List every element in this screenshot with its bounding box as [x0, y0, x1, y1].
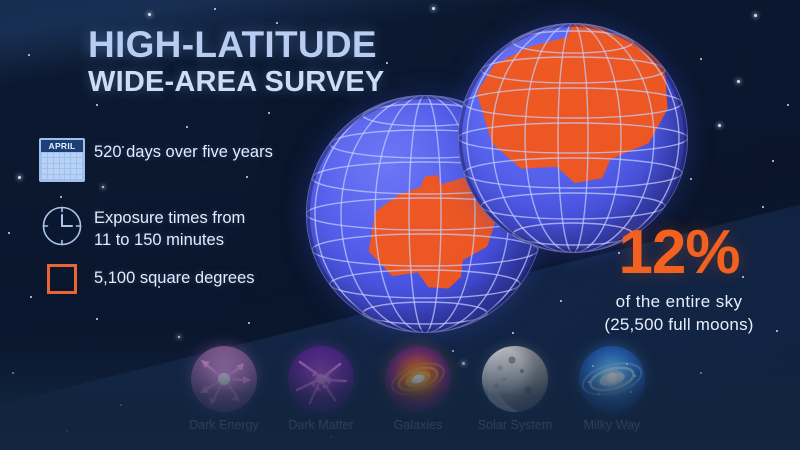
dark-matter-orb-icon [288, 346, 354, 412]
science-theme-label: Dark Matter [288, 418, 354, 432]
square-outline-icon [30, 263, 94, 294]
milky-way-orb-icon [579, 346, 645, 412]
galaxies-orb-icon [385, 346, 451, 412]
science-theme-solar-system: Solar System [469, 346, 561, 432]
fact-duration-text: 520 days over five years [94, 143, 273, 161]
science-theme-galaxies: Galaxies [372, 346, 464, 432]
fact-exposure-line-1: Exposure times from [94, 209, 246, 227]
clock-icon [30, 204, 94, 248]
coverage-subtitle-1: of the entire sky [615, 292, 743, 311]
calendar-icon: APRIL [30, 138, 94, 182]
title-line-1: HIGH-LATITUDE [88, 24, 377, 65]
page-title: HIGH-LATITUDE WIDE-AREA SURVEY [88, 26, 384, 97]
science-theme-label: Dark Energy [189, 418, 259, 432]
fact-item-area: 5,100 square degrees [30, 263, 330, 294]
fact-exposure-text: Exposure times from 11 to 150 minutes [94, 204, 245, 252]
fact-area-text: 5,100 square degrees [94, 268, 255, 287]
coverage-percent: 12% [618, 218, 740, 287]
fact-exposure-line-2: 11 to 150 minutes [94, 230, 224, 249]
science-theme-label: Solar System [477, 418, 553, 432]
science-themes-row: Dark Energy [178, 346, 658, 432]
solar-system-moon-icon [482, 346, 548, 412]
fact-item-exposure: Exposure times from 11 to 150 minutes [30, 204, 330, 252]
celestial-sphere-right [458, 23, 688, 253]
science-theme-dark-matter: Dark Matter [275, 346, 367, 432]
calendar-grid [41, 152, 83, 180]
fact-item-duration: APRIL [30, 138, 330, 182]
science-theme-milky-way: Milky Way [566, 346, 658, 432]
science-theme-label: Galaxies [393, 418, 443, 432]
survey-facts-list: APRIL [30, 138, 330, 310]
sky-coverage-callout: 12% of the entire sky (25,500 full moons… [560, 222, 798, 335]
globe-right-graticule-and-footprint [458, 23, 688, 253]
title-line-2: WIDE-AREA SURVEY [88, 66, 385, 98]
science-theme-label: Milky Way [583, 418, 641, 432]
survey-globes-figure [300, 20, 720, 340]
calendar-month-label: APRIL [41, 140, 83, 152]
science-theme-dark-energy: Dark Energy [178, 346, 270, 432]
dark-energy-orb-icon [191, 346, 257, 412]
coverage-subtitle-2: (25,500 full moons) [604, 315, 754, 334]
